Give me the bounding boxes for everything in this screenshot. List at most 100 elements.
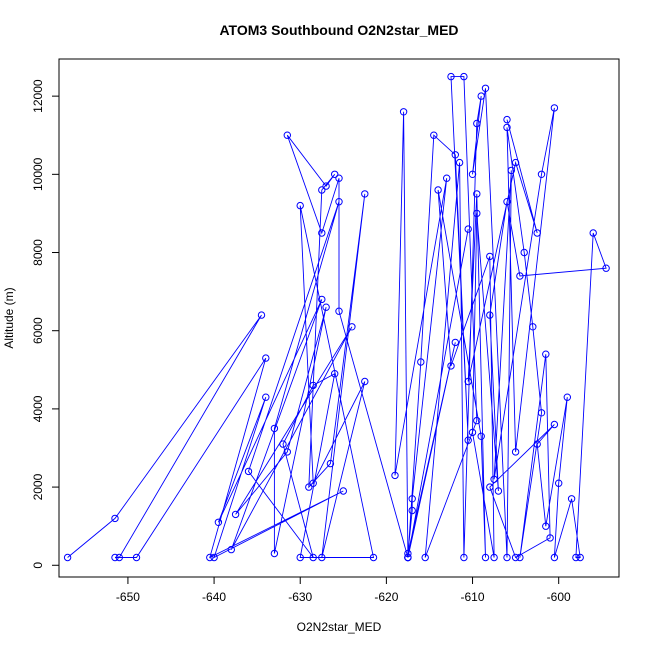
data-point: [331, 370, 339, 378]
data-point: [542, 522, 550, 530]
y-tick-label: 2000: [31, 473, 45, 500]
data-point: [516, 272, 524, 280]
data-point: [318, 186, 326, 194]
data-point: [589, 229, 597, 237]
data-point: [473, 209, 481, 218]
data-point: [542, 350, 550, 358]
data-point: [318, 295, 326, 304]
data-point: [434, 186, 442, 194]
data-point: [331, 170, 339, 179]
data-point: [486, 483, 494, 491]
data-point: [537, 409, 546, 417]
data-point: [477, 92, 485, 100]
data-point: [417, 358, 425, 366]
data-point: [451, 338, 459, 347]
data-point: [481, 84, 490, 93]
data-point: [451, 151, 459, 159]
x-tick-label: -640: [202, 590, 226, 604]
data-point: [210, 553, 218, 562]
data-point: [533, 229, 541, 237]
data-point: [335, 198, 343, 206]
data-point: [361, 190, 369, 198]
y-axis-label: Altitude (m): [2, 287, 16, 348]
data-point: [503, 553, 511, 562]
data-point: [115, 553, 124, 562]
data-point: [477, 432, 485, 440]
x-tick-label: -600: [547, 590, 571, 604]
data-point: [520, 248, 528, 257]
data-point: [214, 518, 223, 526]
data-point: [206, 553, 214, 562]
data-point: [257, 311, 266, 319]
data-point: [503, 198, 511, 206]
data-point: [421, 553, 429, 562]
x-tick-label: -610: [461, 590, 485, 604]
data-point: [262, 354, 270, 362]
data-point: [262, 393, 270, 401]
data-point: [563, 393, 571, 401]
series-line: [67, 76, 607, 559]
data-point: [486, 311, 494, 319]
data-point: [533, 440, 541, 448]
data-point: [447, 72, 455, 81]
data-point: [447, 362, 455, 370]
data-point: [361, 377, 369, 386]
y-tick-label: 0: [31, 562, 45, 569]
data-point: [309, 553, 317, 562]
series-lines: [67, 76, 607, 559]
data-point: [550, 553, 559, 562]
data-point: [430, 131, 438, 139]
data-point: [529, 323, 537, 331]
data-point: [576, 553, 584, 562]
data-point: [322, 182, 330, 190]
y-tick-label: 8000: [31, 239, 45, 266]
series-points: [63, 72, 610, 562]
data-point: [468, 428, 477, 437]
x-axis: -650 -640 -630 -620 -610 -600: [116, 576, 571, 604]
data-point: [572, 553, 580, 562]
data-point: [270, 549, 279, 558]
data-point: [111, 514, 119, 523]
data-point: [283, 448, 291, 456]
data-point: [339, 487, 347, 495]
data-point: [111, 553, 119, 562]
data-point: [335, 174, 343, 182]
data-point: [270, 424, 279, 433]
data-point: [503, 115, 511, 124]
data-point: [443, 174, 451, 182]
y-tick-label: 6000: [31, 317, 45, 344]
data-point: [511, 553, 520, 562]
data-point: [309, 381, 317, 390]
data-point: [567, 495, 576, 503]
data-point: [326, 459, 335, 468]
data-point: [460, 553, 468, 562]
data-point: [455, 158, 464, 167]
data-point: [511, 158, 520, 167]
data-point: [494, 487, 503, 495]
data-point: [481, 553, 490, 562]
data-point: [537, 170, 546, 179]
data-point: [546, 534, 554, 542]
plot-frame: [58, 58, 620, 578]
x-axis-label: O2N2star_MED: [297, 620, 382, 634]
data-point: [404, 553, 412, 562]
data-point: [318, 553, 326, 562]
data-point: [503, 123, 511, 132]
data-point: [244, 467, 253, 476]
data-point: [602, 264, 610, 272]
data-point: [283, 131, 291, 139]
data-point: [408, 506, 416, 515]
data-point: [473, 190, 481, 198]
data-point: [305, 483, 313, 491]
data-point: [555, 479, 563, 487]
data-point: [296, 201, 304, 210]
x-tick-label: -620: [374, 590, 398, 604]
data-point: [369, 553, 378, 562]
data-point: [322, 303, 330, 311]
data-point: [309, 479, 317, 487]
y-tick-label: 4000: [31, 395, 45, 422]
data-point: [464, 436, 472, 444]
data-point: [335, 307, 343, 315]
data-point: [473, 416, 481, 425]
